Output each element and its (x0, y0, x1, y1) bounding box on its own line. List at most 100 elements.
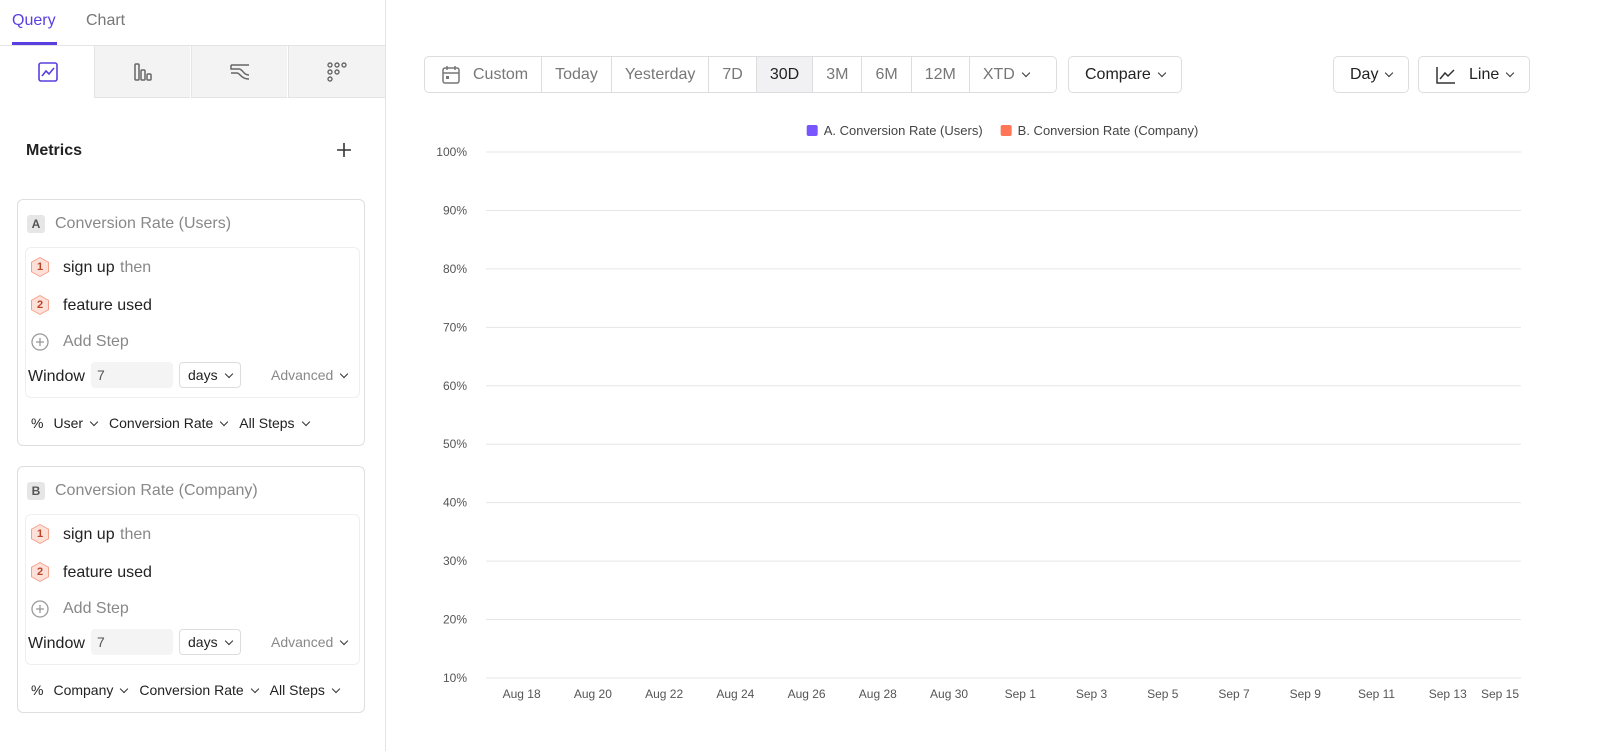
date-range-label: 30D (769, 66, 800, 83)
metric-card: B Conversion Rate (Company) 1 sign up then 2 f… (17, 466, 365, 713)
date-range-label: 7D (722, 66, 743, 83)
step-event[interactable]: feature used (63, 297, 152, 314)
date-range[interactable]: 12M (910, 57, 969, 92)
measure-label: All Steps (239, 415, 295, 431)
measure-select[interactable]: Company (53, 682, 127, 698)
measure-select[interactable]: Conversion Rate (109, 415, 227, 431)
measure-label: Company (53, 682, 114, 698)
x-tick-label: Sep 1 (1005, 687, 1037, 701)
funnels-icon[interactable] (94, 46, 190, 98)
x-tick-label: Aug 22 (645, 687, 683, 701)
chart-style-button[interactable]: Line (1418, 56, 1531, 93)
x-tick-label: Sep 3 (1076, 687, 1108, 701)
sidebar: Query Chart Metrics A Conversion Rate (Us… (0, 0, 386, 751)
measure-select[interactable]: All Steps (239, 415, 308, 431)
x-tick-label: Sep 9 (1290, 687, 1322, 701)
step-badge: 1 (31, 257, 49, 277)
x-tick-label: Aug 18 (503, 687, 541, 701)
date-range[interactable]: 3M (812, 57, 861, 92)
metrics-title: Metrics (26, 142, 83, 159)
tab-chart[interactable]: Chart (86, 12, 126, 29)
metric-name[interactable]: Conversion Rate (Company) (55, 482, 258, 499)
date-range[interactable]: 6M (861, 57, 910, 92)
measure-select[interactable]: All Steps (270, 682, 339, 698)
add-step[interactable]: Add Step (31, 600, 129, 618)
x-tick-label: Sep 5 (1147, 687, 1179, 701)
add-step-label: Add Step (63, 333, 129, 350)
y-tick-label: 70% (443, 320, 467, 334)
x-tick-label: Sep 7 (1218, 687, 1250, 701)
add-step-icon (31, 600, 49, 618)
y-tick-label: 60% (443, 379, 467, 393)
advanced-label: Advanced (271, 367, 334, 383)
window-input[interactable]: 7 (91, 629, 173, 655)
add-step-label: Add Step (63, 600, 129, 617)
steps-box: 1 sign up then 2 feature used Add Step Window 7… (25, 247, 360, 398)
y-tick-label: 30% (443, 554, 467, 568)
insights-icon[interactable] (0, 46, 96, 98)
measure-row: % Company Conversion Rate All Steps (31, 682, 341, 698)
x-tick-label: Sep 15 (1481, 687, 1519, 701)
tab-query[interactable]: Query (12, 12, 56, 29)
legend-label: A. Conversion Rate (Users) (824, 123, 983, 138)
measure-label: Conversion Rate (109, 415, 214, 431)
measure-select[interactable]: Conversion Rate (139, 682, 257, 698)
y-tick-label: 90% (443, 203, 467, 217)
icon (327, 61, 347, 82)
step-badge: 2 (31, 295, 49, 315)
date-range[interactable]: 30D (755, 57, 813, 92)
window-input[interactable]: 7 (91, 362, 173, 388)
line-icon (1436, 67, 1455, 84)
x-tick-label: Aug 20 (574, 687, 612, 701)
measure-select[interactable]: User (53, 415, 97, 431)
date-range-label: XTD (982, 66, 1015, 83)
compare-button[interactable]: Compare (1068, 56, 1182, 93)
window-unit[interactable]: days (179, 629, 241, 655)
step-event[interactable]: sign up (63, 526, 115, 543)
step-connector: then (120, 526, 152, 543)
interval-button[interactable]: Day (1333, 56, 1410, 93)
add-metric[interactable] (335, 141, 353, 159)
retention-icon[interactable] (288, 46, 385, 98)
advanced[interactable]: Advanced (271, 367, 347, 383)
legend-label: B. Conversion Rate (Company) (1018, 123, 1199, 138)
icon (229, 63, 249, 80)
measure-label: User (53, 415, 84, 431)
legend-swatch (806, 125, 818, 136)
y-tick-label: 80% (443, 262, 467, 276)
measure-label: Conversion Rate (139, 682, 244, 698)
y-tick-label: 100% (436, 145, 467, 159)
step-number: 1 (32, 258, 48, 276)
advanced-label: Advanced (271, 634, 334, 650)
icon (133, 62, 152, 81)
date-range[interactable]: 7D (708, 57, 755, 92)
step-event[interactable]: sign up (63, 259, 115, 276)
add-step[interactable]: Add Step (31, 333, 129, 351)
date-range-label: Yesterday (624, 66, 696, 83)
metric-name[interactable]: Conversion Rate (Users) (55, 215, 232, 232)
add-step-icon (31, 333, 49, 351)
advanced[interactable]: Advanced (271, 634, 347, 650)
date-range[interactable]: Custom (425, 57, 541, 92)
date-range[interactable]: Yesterday (610, 57, 709, 92)
x-tick-label: Sep 11 (1358, 687, 1395, 701)
window-unit-label: days (188, 367, 218, 383)
step-event[interactable]: feature used (63, 564, 152, 581)
date-range-label: 3M (826, 66, 849, 83)
window-label: Window (28, 635, 85, 652)
legend-swatch (1000, 125, 1012, 136)
date-range-label: 12M (924, 66, 956, 83)
window-unit-label: days (188, 634, 218, 650)
date-range[interactable]: XTD (968, 57, 1042, 92)
window-label: Window (28, 368, 85, 385)
date-range[interactable]: Today (541, 57, 611, 92)
icon (38, 62, 58, 82)
measure-label: All Steps (269, 682, 325, 698)
date-range-label: Custom (473, 66, 529, 83)
window-unit[interactable]: days (179, 362, 241, 388)
step-badge: 1 (31, 524, 49, 544)
metric-letter: A (27, 215, 45, 233)
flows-icon[interactable] (191, 46, 287, 98)
y-tick-label: 40% (443, 496, 467, 510)
